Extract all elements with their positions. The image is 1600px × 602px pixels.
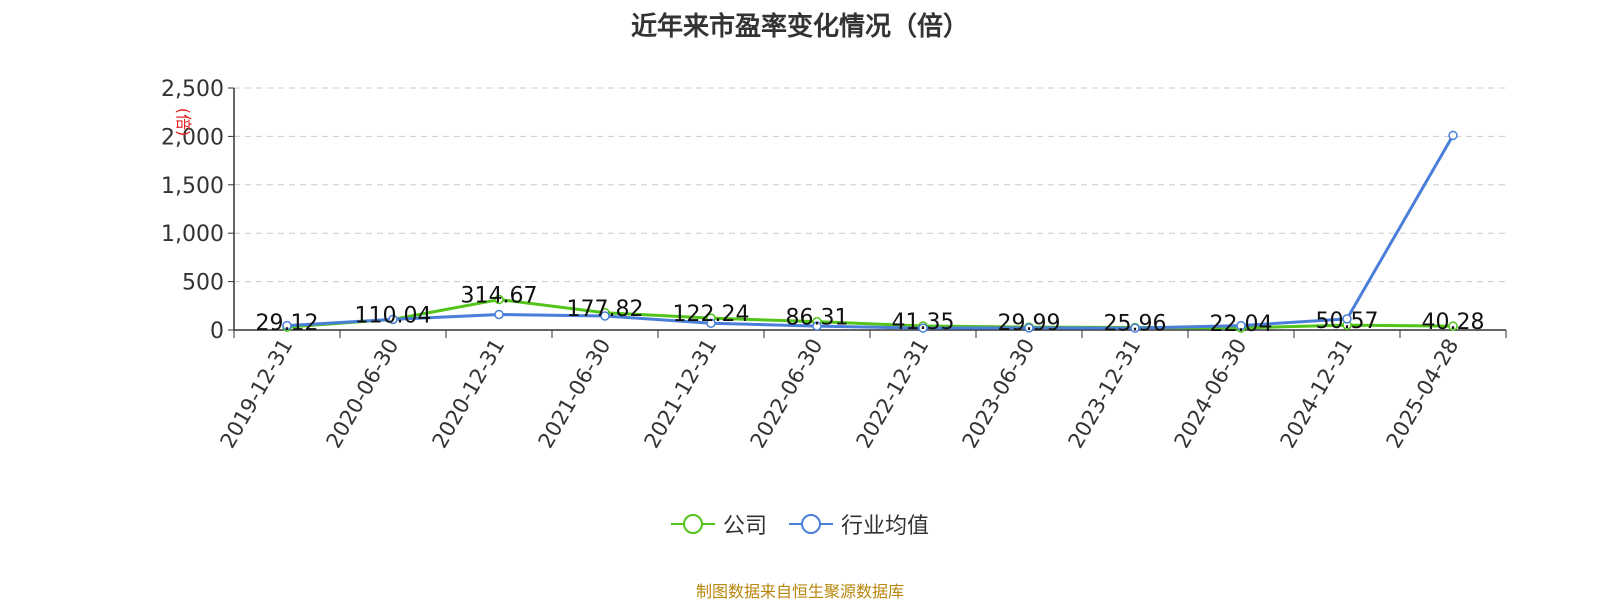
legend-line-circle-icon [789, 514, 833, 534]
x-tick-label: 2025-04-28 [1382, 335, 1464, 453]
axes: 0 500 1,000 1,500 2,000 2,500 2019-12-31 2020-0… [161, 77, 1507, 453]
y-tick-label: 2,500 [161, 77, 224, 102]
x-tick-label: 2024-12-31 [1276, 335, 1358, 453]
x-tick-label: 2021-06-30 [534, 335, 616, 453]
data-point[interactable] [388, 314, 398, 325]
data-label: 110.04 [355, 303, 432, 328]
legend-item-industry-average[interactable]: 行业均值 [789, 508, 929, 540]
data-point[interactable] [1342, 314, 1352, 324]
data-label: 22.04 [1210, 312, 1273, 337]
data-point[interactable] [1130, 323, 1140, 333]
chart-title: 近年来市盈率变化情况（倍） [630, 12, 969, 42]
source-note: 制图数据来自恒生聚源数据库 [695, 582, 904, 601]
data-label: 40.28 [1422, 310, 1485, 335]
data-point[interactable] [1024, 323, 1034, 333]
data-point[interactable] [918, 323, 928, 333]
legend-item-company[interactable]: 公司 [670, 508, 767, 540]
data-point[interactable] [1448, 130, 1458, 141]
data-label: 29.12 [256, 311, 319, 336]
data-label: 122.24 [673, 302, 750, 327]
data-label: 86.31 [786, 306, 849, 331]
data-point[interactable] [600, 311, 610, 321]
x-tick-label: 2020-12-31 [428, 335, 510, 453]
x-tick-label: 2020-06-30 [322, 335, 404, 453]
x-tick-label: 2022-06-30 [746, 335, 828, 453]
x-tick-label: 2021-12-31 [640, 335, 722, 453]
series-line-0 [286, 298, 1454, 330]
grid-lines [234, 87, 1506, 283]
legend-label-company: 公司 [722, 514, 767, 539]
x-tick-label: 2024-06-30 [1170, 335, 1252, 453]
data-label: 25.96 [1104, 311, 1167, 336]
series-line-1 [286, 134, 1455, 330]
y-tick-label: 1,000 [161, 222, 224, 247]
data-label: 29.99 [998, 311, 1061, 336]
x-tick-label: 2023-12-31 [1064, 335, 1146, 453]
series-layer [282, 130, 1458, 333]
y-tick-label: 2,000 [161, 125, 224, 150]
data-label: 50.57 [1316, 309, 1379, 334]
x-tick-label: 2019-12-31 [216, 335, 298, 453]
data-point[interactable] [494, 294, 504, 305]
data-point[interactable] [494, 309, 504, 320]
legend: 公司 行业均值 [0, 508, 1600, 540]
x-tick-label: 2022-12-31 [852, 335, 934, 453]
data-label: 41.35 [892, 310, 955, 335]
y-tick-label: 0 [210, 319, 224, 344]
data-point[interactable] [1448, 321, 1458, 331]
legend-label-industry-average: 行业均值 [841, 514, 930, 539]
y-axis-label: (倍) [174, 108, 193, 137]
data-point[interactable] [812, 321, 822, 331]
legend-line-circle-icon [670, 514, 715, 534]
y-tick-label: 1,500 [161, 174, 224, 199]
data-label: 177.82 [567, 297, 644, 322]
x-tick-label: 2023-06-30 [958, 335, 1040, 453]
y-tick-label: 500 [182, 271, 224, 296]
data-labels: 29.12 110.04 314.67 177.82 122.24 86.31 41.35 2… [256, 284, 1485, 337]
data-point[interactable] [706, 318, 716, 328]
data-label: 314.67 [461, 284, 538, 309]
data-point[interactable] [1236, 320, 1246, 331]
data-point[interactable] [282, 320, 292, 331]
